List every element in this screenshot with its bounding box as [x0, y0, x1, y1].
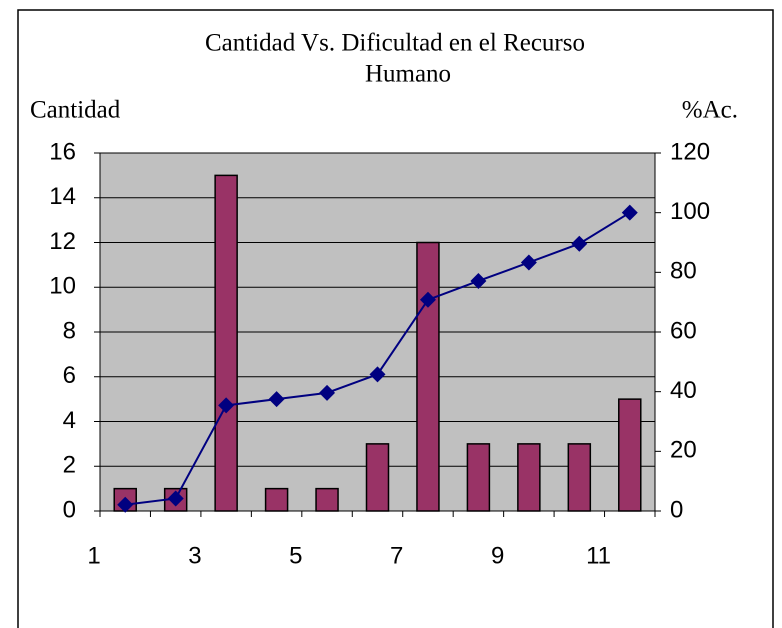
- x-tick-label: 9: [491, 542, 504, 569]
- x-tick-label: 1: [87, 542, 100, 569]
- y2-tick-label: 60: [670, 317, 697, 344]
- line-marker: [470, 272, 487, 289]
- line-marker: [419, 291, 436, 308]
- y2-tick-label: 120: [670, 138, 710, 165]
- bar: [466, 443, 491, 512]
- y2-axis-label: %Ac.: [682, 97, 738, 124]
- line-marker: [117, 496, 134, 513]
- bar: [264, 487, 289, 512]
- x-tick-label: 3: [188, 542, 201, 569]
- line-marker: [621, 204, 638, 221]
- x-tick-label: 7: [390, 542, 403, 569]
- line-marker: [268, 391, 285, 408]
- bar: [315, 487, 339, 512]
- line-marker: [319, 384, 336, 401]
- line-marker: [369, 366, 386, 383]
- bar: [416, 241, 440, 512]
- x-tick-label: 5: [289, 542, 302, 569]
- line-marker: [520, 254, 537, 271]
- bar: [567, 443, 592, 512]
- y-tick-label: 8: [63, 317, 76, 344]
- y2-tick-label: 40: [670, 377, 697, 404]
- y-tick-label: 14: [49, 183, 76, 210]
- bar: [517, 443, 541, 512]
- x-tick-label: 11: [586, 542, 611, 569]
- y-tick-label: 16: [49, 138, 76, 165]
- y-tick-label: 0: [63, 496, 76, 523]
- line-marker: [571, 235, 588, 252]
- line-marker: [218, 397, 235, 414]
- y-tick-label: 6: [63, 362, 76, 389]
- y2-tick-label: 100: [670, 198, 710, 225]
- y-tick-label: 2: [63, 452, 76, 479]
- y2-tick-label: 0: [670, 496, 683, 523]
- chart-title: Cantidad Vs. Dificultad en el Recurso: [205, 30, 585, 57]
- y-tick-label: 4: [63, 407, 76, 434]
- y2-tick-label: 20: [670, 437, 697, 464]
- chart-subtitle: Humano: [365, 61, 451, 88]
- bar: [214, 174, 238, 512]
- y-axis-label: Cantidad: [30, 97, 121, 124]
- y-tick-label: 12: [49, 228, 76, 255]
- y-tick-label: 10: [49, 273, 76, 300]
- bar: [618, 398, 642, 512]
- bar: [365, 443, 390, 512]
- y2-tick-label: 80: [670, 258, 697, 285]
- line-marker: [167, 490, 184, 507]
